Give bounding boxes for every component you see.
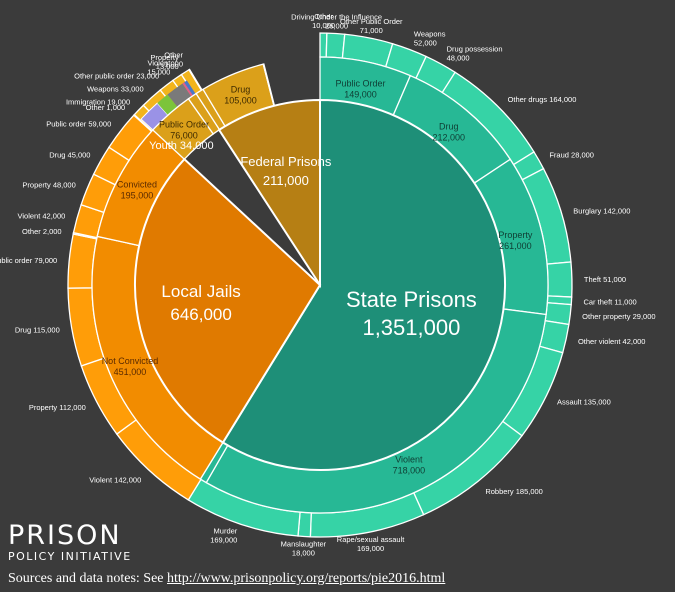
- middle-value-6: 195,000: [121, 190, 154, 200]
- outer-label-28: Weapons 33,000: [87, 85, 144, 94]
- logo-line1: PRISON: [8, 520, 122, 551]
- logo: PRISON POLICY INITIATIVE: [8, 522, 132, 564]
- youth-label: Youth 34,000: [149, 140, 213, 152]
- outer-label-31: Property: [150, 53, 179, 62]
- outer-value-16: 169,000: [210, 536, 237, 545]
- middle-value-1: 212,000: [432, 132, 465, 142]
- outer-value-15: 18,000: [292, 548, 315, 557]
- middle-label-7: Public Order: [159, 120, 209, 130]
- sources-note: Sources and data notes: See http://www.p…: [8, 571, 445, 587]
- middle-label-5: Not Convicted: [102, 356, 159, 366]
- inner-value-local: 646,000: [170, 305, 231, 324]
- middle-value-2: 261,000: [499, 241, 532, 251]
- outer-label-17: Violent 142,000: [89, 475, 141, 484]
- inner-slice-state-state-prisons-0: [221, 98, 506, 471]
- outer-label-26: Other 1,000: [86, 103, 126, 112]
- middle-value-10: 105,000: [224, 95, 257, 105]
- outer-label-21: Other 2,000: [22, 227, 62, 236]
- middle-label-0: Public Order: [336, 79, 386, 89]
- sources-link[interactable]: http://www.prisonpolicy.org/reports/pie2…: [167, 571, 446, 586]
- middle-value-0: 149,000: [344, 90, 377, 100]
- outer-label-1: Driving Under the Influence: [291, 13, 382, 22]
- outer-label-2: Other Public Order: [340, 17, 403, 26]
- outer-label-11: Other violent 42,000: [578, 337, 646, 346]
- outer-value-31: 13,000: [156, 62, 179, 71]
- outer-value-32: 1,000: [164, 59, 183, 68]
- inner-value-state: 1,351,000: [362, 315, 460, 340]
- outer-label-27: Immigration 19,000: [66, 98, 130, 107]
- outer-label-23: Property 48,000: [22, 181, 75, 190]
- outer-slice-state-theft-8: [546, 261, 573, 298]
- inner-slice-federal-prisons: [217, 98, 321, 289]
- outer-value-1: 26,000: [325, 22, 348, 31]
- outer-label-29: Other public order 23,000: [74, 72, 159, 81]
- outer-label-32: Other: [164, 50, 183, 59]
- outer-label-15: Manslaughter: [281, 539, 327, 548]
- outer-label-20: Public order 79,000: [0, 256, 57, 265]
- sources-prefix: Sources and data notes: See: [8, 571, 168, 586]
- middle-value-7: 76,000: [170, 131, 198, 141]
- inner-value-federal: 211,000: [263, 173, 309, 188]
- middle-value-5: 451,000: [114, 367, 147, 377]
- middle-label-6: Convicted: [117, 179, 157, 189]
- middle-label-10: Drug: [231, 84, 251, 94]
- outer-label-30: Violent: [148, 59, 172, 68]
- outer-value-30: 15,000: [147, 68, 170, 77]
- outer-label-6: Fraud 28,000: [549, 150, 594, 159]
- outer-label-4: Drug possession: [447, 44, 503, 53]
- outer-label-10: Other property 29,000: [582, 312, 655, 321]
- outer-label-25: Public order 59,000: [46, 119, 111, 128]
- outer-label-9: Car theft 11,000: [583, 298, 636, 307]
- middle-value-3: 718,000: [393, 466, 426, 476]
- outer-label-12: Assault 135,000: [557, 397, 611, 406]
- outer-label-18: Property 112,000: [29, 403, 86, 412]
- outer-label-5: Other drugs 164,000: [508, 95, 577, 104]
- middle-label-3: Violent: [395, 455, 423, 465]
- outer-value-3: 52,000: [414, 38, 437, 47]
- middle-label-1: Drug: [439, 121, 459, 131]
- middle-label-2: Property: [498, 230, 533, 240]
- inner-label-federal: Federal Prisons: [240, 154, 332, 169]
- inner-label-state: State Prisons: [346, 287, 477, 312]
- logo-line2: POLICY INITIATIVE: [8, 550, 132, 563]
- outer-slice-state-driving-under-the-influence-1: [325, 32, 346, 59]
- outer-label-14: Rape/sexual assault: [337, 535, 405, 544]
- outer-label-16: Murder: [214, 527, 238, 536]
- outer-value-2: 71,000: [360, 26, 383, 35]
- outer-label-19: Drug 115,000: [15, 326, 60, 335]
- outer-value-0: 10,000: [312, 21, 335, 30]
- outer-label-0: Other: [314, 12, 333, 21]
- outer-label-3: Weapons: [414, 29, 446, 38]
- outer-value-4: 48,000: [447, 53, 470, 62]
- outer-value-14: 169,000: [357, 544, 384, 553]
- inner-label-local: Local Jails: [161, 282, 240, 301]
- outer-label-13: Robbery 185,000: [485, 487, 543, 496]
- outer-label-8: Theft 51,000: [584, 275, 626, 284]
- outer-label-22: Violent 42,000: [17, 211, 65, 220]
- inner-slice-local-local-jails-1: [134, 157, 322, 444]
- outer-label-7: Burglary 142,000: [573, 207, 630, 216]
- outer-label-24: Drug 45,000: [49, 151, 90, 160]
